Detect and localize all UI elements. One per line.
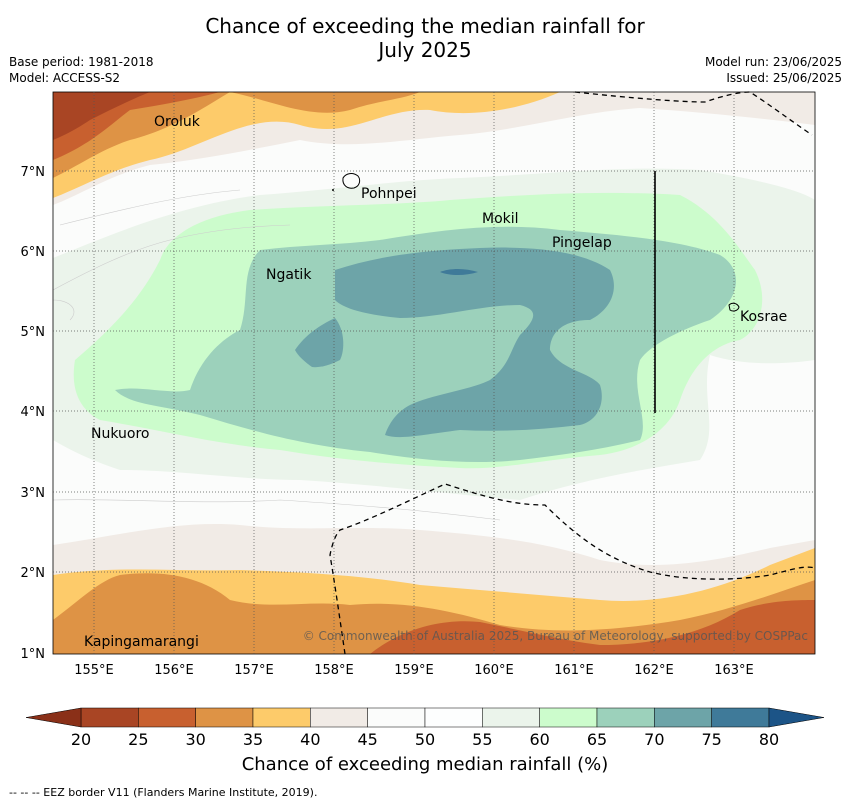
title-line-1: Chance of exceeding the median rainfall … bbox=[205, 14, 645, 38]
pohnpei-island-icon bbox=[342, 173, 361, 189]
lat-label: 6°N bbox=[21, 245, 46, 260]
lat-label: 3°N bbox=[21, 486, 46, 501]
lon-labels: 155°E 156°E 157°E 158°E 159°E 160°E 161°… bbox=[74, 663, 754, 678]
map-title: Chance of exceeding the median rainfall … bbox=[0, 14, 850, 62]
lon-label: 159°E bbox=[394, 663, 434, 678]
colorbar-tick-label: 40 bbox=[300, 730, 320, 749]
label-pingelap: Pingelap bbox=[552, 235, 612, 251]
label-oroluk: Oroluk bbox=[154, 114, 201, 130]
lon-label: 155°E bbox=[74, 663, 114, 678]
base-period: Base period: 1981-2018 bbox=[9, 55, 154, 69]
label-kosrae: Kosrae bbox=[740, 309, 787, 325]
lon-label: 160°E bbox=[474, 663, 514, 678]
label-pohnpei: Pohnpei bbox=[361, 186, 417, 202]
label-ngatik: Ngatik bbox=[266, 267, 312, 283]
graticule bbox=[53, 92, 815, 654]
lat-label: 5°N bbox=[21, 325, 46, 340]
colorbar-segment bbox=[310, 707, 368, 728]
rainfall-contours bbox=[53, 92, 815, 654]
copyright-text: © Commonwealth of Australia 2025, Bureau… bbox=[303, 629, 808, 643]
colorbar-label: Chance of exceeding median rainfall (%) bbox=[241, 754, 609, 775]
colorbar-segment bbox=[482, 707, 540, 728]
colorbar-tick-label: 80 bbox=[759, 730, 779, 749]
colorbar-tick-label: 50 bbox=[415, 730, 435, 749]
lat-label: 7°N bbox=[21, 165, 46, 180]
lat-labels: 7°N 6°N 5°N 4°N 3°N 2°N 1°N bbox=[21, 165, 46, 662]
colorbar-segment bbox=[424, 707, 483, 728]
lat-label: 4°N bbox=[21, 405, 46, 420]
footnote: -- -- -- EEZ border V11 (Flanders Marine… bbox=[9, 786, 318, 799]
colorbar-tick-label: 35 bbox=[243, 730, 263, 749]
issued-date: Issued: 25/06/2025 bbox=[726, 71, 842, 85]
lat-label: 1°N bbox=[21, 647, 46, 662]
lat-label: 2°N bbox=[21, 566, 46, 581]
colorbar-tick-label: 20 bbox=[71, 730, 91, 749]
lon-label: 157°E bbox=[234, 663, 274, 678]
colorbar-high-extension bbox=[768, 707, 825, 728]
colorbar-segment bbox=[596, 707, 655, 728]
colorbar-segment bbox=[138, 707, 196, 728]
colorbar-tick-label: 30 bbox=[185, 730, 205, 749]
colorbar-tick-label: 60 bbox=[529, 730, 549, 749]
colorbar-tick-label: 55 bbox=[472, 730, 492, 749]
lon-label: 161°E bbox=[554, 663, 594, 678]
colorbar: 20 25 30 35 40 45 50 55 60 65 70 75 80 bbox=[25, 707, 825, 749]
colorbar-tick-label: 70 bbox=[644, 730, 664, 749]
colorbar-segment bbox=[367, 707, 426, 728]
colorbar-segment bbox=[252, 707, 311, 728]
colorbar-segment bbox=[80, 707, 139, 728]
lon-label: 163°E bbox=[714, 663, 754, 678]
colorbar-segment bbox=[195, 707, 254, 728]
colorbar-tick-label: 45 bbox=[357, 730, 377, 749]
label-nukuoro: Nukuoro bbox=[91, 426, 149, 442]
meta-right: Model run: 23/06/2025 Issued: 25/06/2025 bbox=[705, 54, 842, 86]
lon-label: 156°E bbox=[154, 663, 194, 678]
colorbar-segment bbox=[711, 707, 770, 728]
colorbar-tick-label: 65 bbox=[587, 730, 607, 749]
map-frame bbox=[52, 91, 816, 655]
kosrae-island-icon bbox=[728, 302, 740, 312]
model-name: Model: ACCESS-S2 bbox=[9, 71, 121, 85]
lon-label: 162°E bbox=[634, 663, 674, 678]
colorbar-tick-label: 25 bbox=[128, 730, 148, 749]
ant-atoll-icon bbox=[332, 189, 334, 191]
model-run: Model run: 23/06/2025 bbox=[704, 55, 842, 69]
label-kapingamarangi: Kapingamarangi bbox=[84, 634, 199, 650]
eez-border bbox=[329, 91, 816, 655]
colorbar-low-extension bbox=[25, 707, 82, 728]
colorbar-tick-label: 75 bbox=[701, 730, 721, 749]
colorbar-segment bbox=[654, 707, 712, 728]
label-mokil: Mokil bbox=[482, 211, 519, 227]
lon-label: 158°E bbox=[314, 663, 354, 678]
title-line-2: July 2025 bbox=[378, 38, 472, 62]
meta-left: Base period: 1981-2018 Model: ACCESS-S2 bbox=[9, 54, 154, 86]
place-labels: Oroluk Pohnpei Mokil Pingelap Ngatik Kos… bbox=[84, 114, 787, 650]
colorbar-segment bbox=[539, 707, 598, 728]
